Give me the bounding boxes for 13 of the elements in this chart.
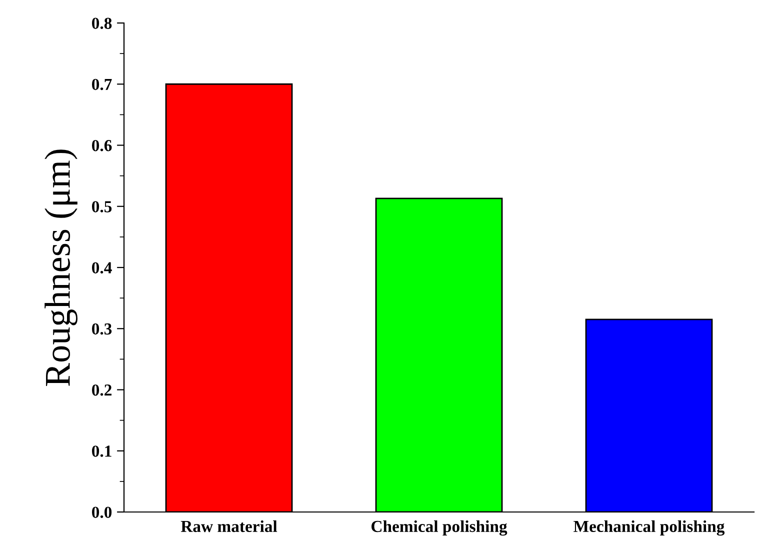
x-tick-label: Mechanical polishing: [574, 520, 725, 536]
y-tick-label: 0.0: [92, 506, 112, 518]
y-tick-label: 0.3: [92, 323, 112, 335]
y-axis-title: Roughness (μm): [44, 150, 78, 386]
y-tick-label: 0.6: [92, 140, 112, 152]
y-tick-label: 0.4: [92, 262, 112, 274]
y-tick-label: 0.5: [92, 201, 112, 212]
y-tick-label: 0.2: [92, 384, 112, 396]
x-tick-label: Raw material: [180, 520, 278, 532]
x-tick-label: Chemical polishing: [372, 520, 508, 536]
y-tick-label: 0.8: [92, 18, 112, 30]
y-tick-label: 0.7: [92, 78, 112, 90]
y-tick-label: 0.1: [92, 446, 112, 457]
